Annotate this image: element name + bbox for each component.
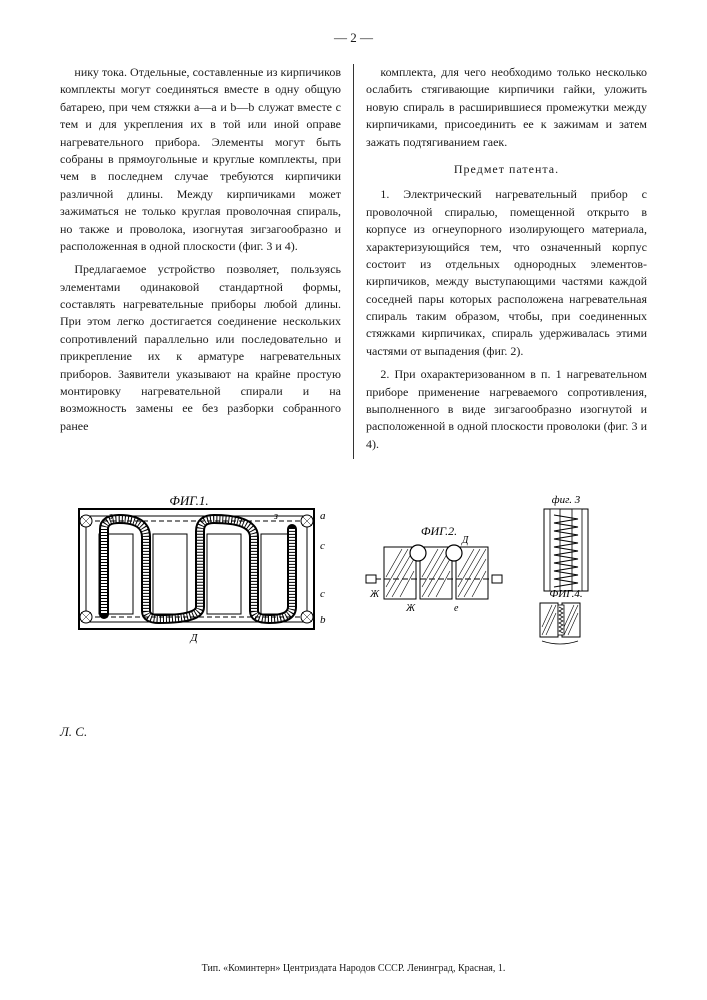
figures-svg: ФИГ.1.	[74, 489, 634, 649]
left-column: нику тока. Отдельные, составленные из ки…	[60, 64, 354, 459]
para-right-1: комплекта, для чего необходимо только не…	[366, 64, 647, 151]
fig1-lbl-c2: c	[320, 540, 325, 552]
fig4-group: ФИГ.4.	[540, 588, 583, 644]
signature: Л. С.	[60, 724, 647, 740]
fig3-label: фиг. 3	[551, 494, 580, 506]
patent-subject-title: Предмет патента.	[366, 161, 647, 178]
fig1-label: ФИГ.1.	[169, 493, 208, 508]
fig1-lbl-a1: a	[74, 510, 75, 522]
text-columns: нику тока. Отдельные, составленные из ки…	[60, 64, 647, 459]
para-right-2: 1. Электрический нагревательный прибор с…	[366, 186, 647, 360]
page-number: — 2 —	[60, 30, 647, 46]
fig1-lbl-g2: з	[273, 511, 278, 522]
fig2-lbl-zh: Ж	[405, 603, 416, 614]
fig1-lbl-b1: b	[74, 614, 75, 626]
right-column: комплекта, для чего необходимо только не…	[354, 64, 647, 459]
colophon: Тип. «Коминтерн» Центриздата Народов ССС…	[0, 963, 707, 974]
fig1-lbl-d: Д	[189, 632, 198, 644]
fig2-group: ФИГ.2.	[366, 524, 502, 614]
fig1-group: ФИГ.1.	[74, 493, 326, 644]
fig1-lbl-b2: b	[320, 614, 326, 626]
para-left-1: нику тока. Отдельные, составленные из ки…	[60, 64, 341, 255]
fig2-label: ФИГ.2.	[420, 524, 456, 538]
fig3-group: фиг. 3	[544, 494, 588, 591]
fig1-lbl-a2: a	[320, 510, 326, 522]
fig2-lbl-d: Д	[461, 535, 469, 546]
fig4-label: ФИГ.4.	[549, 588, 582, 600]
fig2-lbl-zh2: Ж	[369, 589, 380, 600]
fig1-lbl-c4: c	[320, 588, 325, 600]
para-left-2: Предлагаемое устройство позволяет, польз…	[60, 261, 341, 435]
figures-block: ФИГ.1.	[60, 489, 647, 654]
patent-page: — 2 — нику тока. Отдельные, составленные…	[0, 0, 707, 1000]
fig1-lbl-g1: з	[108, 511, 113, 522]
fig2-lbl-e: е	[454, 603, 459, 614]
para-right-3: 2. При охарактеризованном в п. 1 нагрева…	[366, 366, 647, 453]
